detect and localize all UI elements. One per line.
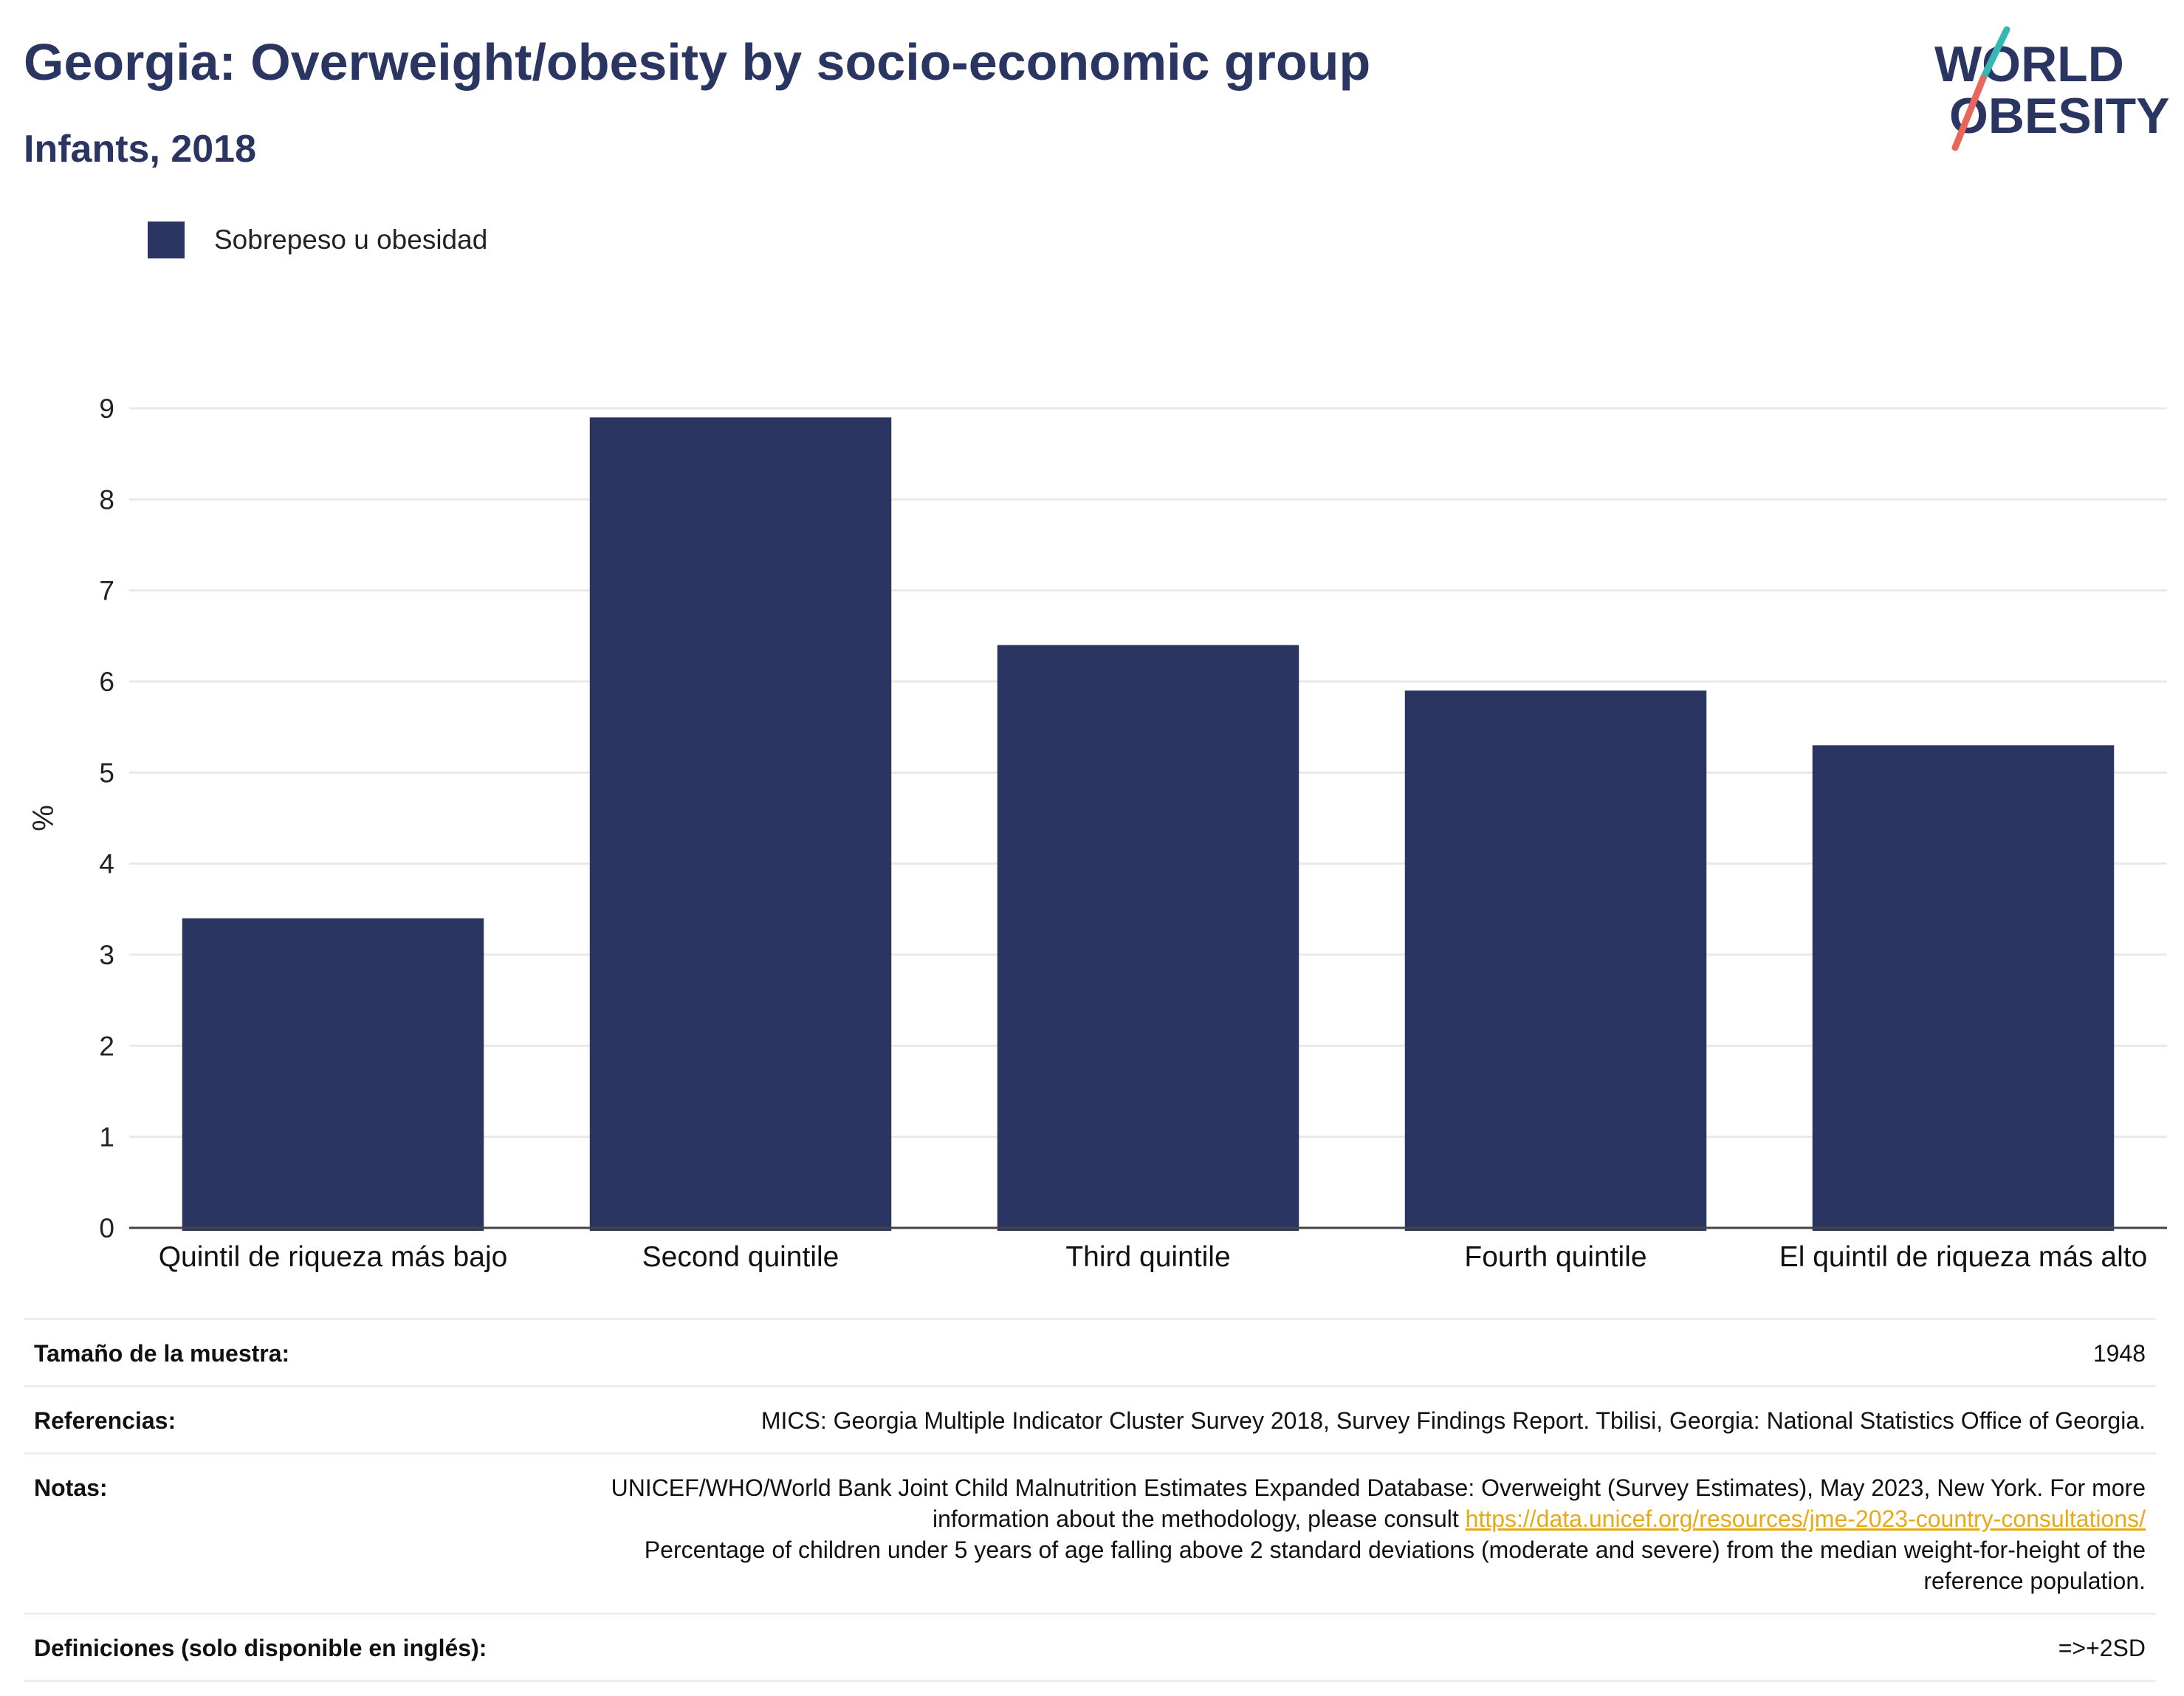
logo-word-2: OBESITY — [1949, 88, 2170, 144]
bar — [1812, 745, 2115, 1231]
bar — [997, 645, 1299, 1231]
notes-definition-text: Percentage of children under 5 years of … — [644, 1537, 2146, 1594]
y-tick-label: 8 — [99, 484, 114, 515]
x-tick-label: El quintil de riqueza más alto — [1779, 1241, 2148, 1273]
chart-legend: Sobrepeso u obesidad — [148, 222, 487, 258]
y-tick-label: 4 — [99, 849, 114, 879]
logo-word-1: WORLD — [1934, 36, 2124, 92]
bar — [182, 918, 484, 1231]
logo-slash-bottom — [1951, 75, 1987, 151]
x-tick-label: Second quintile — [642, 1241, 839, 1273]
methodology-link[interactable]: https://data.unicef.org/resources/jme-20… — [1465, 1506, 2146, 1532]
y-tick-label: 0 — [99, 1213, 114, 1243]
page-subtitle: Infants, 2018 — [24, 128, 257, 171]
references-label: Referencias: — [34, 1407, 176, 1434]
bar-chart: 0 1 2 3 4 5 6 7 8 9% Quintil de riqueza más bajo Se… — [27, 394, 2167, 1273]
chart-footer: Tamaño de la muestra: 1948 Referencias: … — [24, 1318, 2156, 1682]
y-tick-label: 1 — [99, 1122, 114, 1153]
bar — [1404, 690, 1707, 1231]
bar — [589, 417, 892, 1232]
x-tick-label: Third quintile — [1065, 1241, 1230, 1273]
footer-row-definitions: Definiciones (solo disponible en inglés)… — [24, 1613, 2156, 1682]
definitions-label: Definiciones (solo disponible en inglés)… — [34, 1635, 487, 1661]
world-obesity-logo: WORLD OBESITY — [1934, 26, 2170, 151]
notes-label: Notas: — [34, 1474, 108, 1501]
notes-text: UNICEF/WHO/World Bank Joint Child Malnut… — [611, 1474, 2146, 1532]
y-tick-label: 5 — [99, 758, 114, 788]
legend-label: Sobrepeso u obesidad — [214, 224, 488, 255]
footer-row-references: Referencias: MICS: Georgia Multiple Indi… — [24, 1385, 2156, 1452]
footer-row-sample: Tamaño de la muestra: 1948 — [24, 1318, 2156, 1385]
y-tick-label: 2 — [99, 1031, 114, 1061]
references-value: MICS: Georgia Multiple Indicator Cluster… — [760, 1407, 2146, 1434]
footer-row-notes: Notas: UNICEF/WHO/World Bank Joint Child… — [24, 1452, 2156, 1613]
y-tick-label: 9 — [99, 394, 114, 424]
page-title: Georgia: Overweight/obesity by socio-eco… — [24, 33, 1371, 91]
definitions-value: =>+2SD — [2058, 1635, 2146, 1661]
y-axis-label: % — [27, 805, 60, 831]
logo-slash-top — [1979, 26, 2010, 82]
y-tick-label: 3 — [99, 940, 114, 970]
y-tick-label: 6 — [99, 667, 114, 697]
x-tick-label: Quintil de riqueza más bajo — [159, 1241, 508, 1273]
notes-value: UNICEF/WHO/World Bank Joint Child Malnut… — [610, 1472, 2146, 1596]
y-tick-label: 7 — [99, 576, 114, 606]
x-tick-label: Fourth quintile — [1464, 1241, 1646, 1273]
legend-swatch — [148, 222, 185, 258]
sample-value: 1948 — [2092, 1340, 2146, 1367]
sample-label: Tamaño de la muestra: — [34, 1340, 290, 1367]
